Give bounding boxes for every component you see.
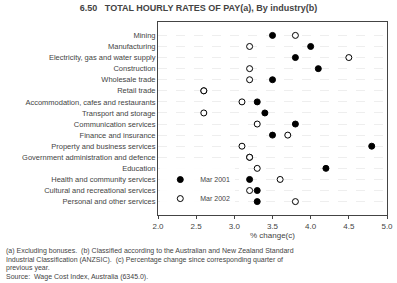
svg-text:2.5: 2.5	[191, 222, 203, 231]
svg-text:5.0: 5.0	[381, 222, 393, 231]
svg-text:2.0: 2.0	[152, 222, 164, 231]
svg-text:Mining: Mining	[133, 31, 155, 40]
svg-text:6.50 TOTAL HOURLY RATES OF P: 6.50 TOTAL HOURLY RATES OF PAY(a), By in…	[80, 3, 317, 13]
svg-text:Property and business services: Property and business services	[51, 142, 155, 151]
svg-text:4.5: 4.5	[343, 222, 355, 231]
svg-text:% change(c): % change(c)	[250, 231, 295, 240]
svg-text:(a) Excluding bonuses. (b) Cl: (a) Excluding bonuses. (b) Classified ac…	[6, 247, 294, 255]
svg-text:Manufacturing: Manufacturing	[108, 42, 156, 51]
svg-text:Mar 2001: Mar 2001	[200, 176, 230, 183]
svg-text:Health and community services: Health and community services	[51, 175, 155, 184]
svg-text:3.0: 3.0	[229, 222, 241, 231]
svg-text:Education: Education	[122, 164, 155, 173]
svg-text:Industrial Classification (ANZ: Industrial Classification (ANZSIC). (c) …	[6, 256, 283, 264]
svg-text:Government administration and: Government administration and defence	[22, 153, 155, 162]
svg-text:Accommodation, cafes and resta: Accommodation, cafes and restaurants	[25, 98, 155, 107]
svg-text:Cultural and recreational serv: Cultural and recreational services	[44, 186, 156, 195]
svg-text:Mar 2002: Mar 2002	[200, 195, 230, 202]
svg-text:Personal and other services: Personal and other services	[63, 197, 156, 206]
svg-text:Transport and storage: Transport and storage	[82, 109, 156, 118]
svg-text:Construction: Construction	[113, 64, 155, 73]
svg-text:Communication services: Communication services	[74, 120, 156, 129]
svg-text:4.0: 4.0	[305, 222, 317, 231]
svg-text:Electricity, gas and water sup: Electricity, gas and water supply	[49, 53, 156, 62]
svg-text:previous year.: previous year.	[6, 264, 50, 272]
svg-text:Retail trade: Retail trade	[117, 86, 155, 95]
svg-text:Wholesale trade: Wholesale trade	[101, 75, 155, 84]
svg-text:Finance and insurance: Finance and insurance	[80, 131, 156, 140]
svg-text:3.5: 3.5	[267, 222, 279, 231]
svg-text:Source: Wage Cost Index, Aust: Source: Wage Cost Index, Australia (6345…	[6, 273, 148, 281]
